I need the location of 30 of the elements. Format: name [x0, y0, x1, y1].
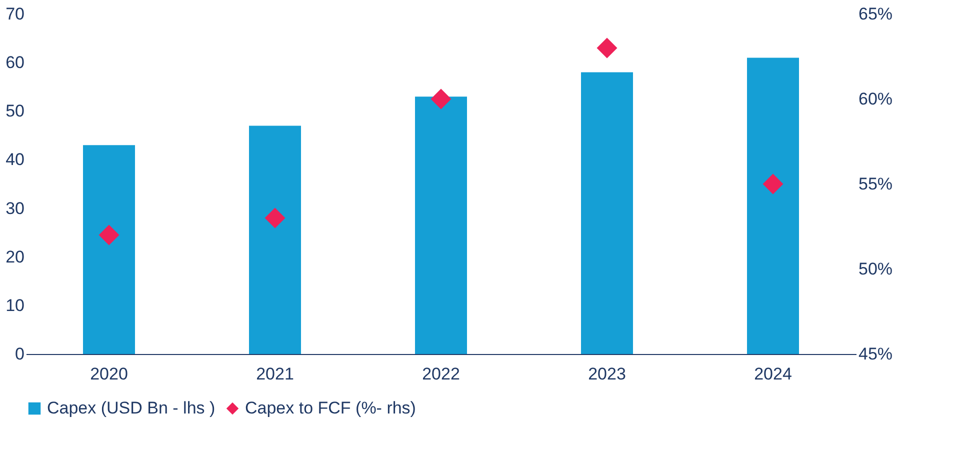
y2-tick-label: 45%	[858, 344, 893, 364]
x-tick-label: 2022	[422, 364, 460, 384]
point	[430, 88, 452, 110]
x-tick-label: 2021	[256, 364, 294, 384]
x-tick-label: 2023	[588, 364, 626, 384]
bar	[249, 126, 301, 354]
y-tick-label: 30	[6, 198, 24, 218]
y2-tick-label: 55%	[858, 174, 893, 194]
point	[596, 38, 618, 58]
point	[762, 174, 784, 194]
point	[264, 208, 286, 228]
bar	[581, 72, 633, 354]
legend-label: Capex to FCF (%- rhs)	[245, 398, 416, 418]
y2-tick-label: 50%	[858, 260, 893, 278]
bar	[83, 145, 135, 354]
point	[98, 224, 120, 246]
y-tick-label: 50	[6, 102, 24, 121]
legend-label: Capex (USD Bn - lhs )	[47, 398, 216, 418]
y-tick-label: 0	[15, 344, 24, 364]
y-tick-label: 60	[6, 53, 24, 72]
bar	[747, 58, 799, 354]
y2-tick-label: 65%	[858, 4, 893, 24]
y-tick-label: 70	[6, 4, 24, 24]
x-tick-label: 2024	[754, 364, 792, 384]
y2-tick-label: 60%	[858, 90, 893, 108]
x-tick-label: 2020	[90, 364, 128, 384]
bar	[415, 96, 467, 354]
y-tick-label: 10	[6, 296, 24, 315]
y-tick-label: 20	[6, 247, 24, 266]
y-tick-label: 40	[6, 150, 24, 170]
